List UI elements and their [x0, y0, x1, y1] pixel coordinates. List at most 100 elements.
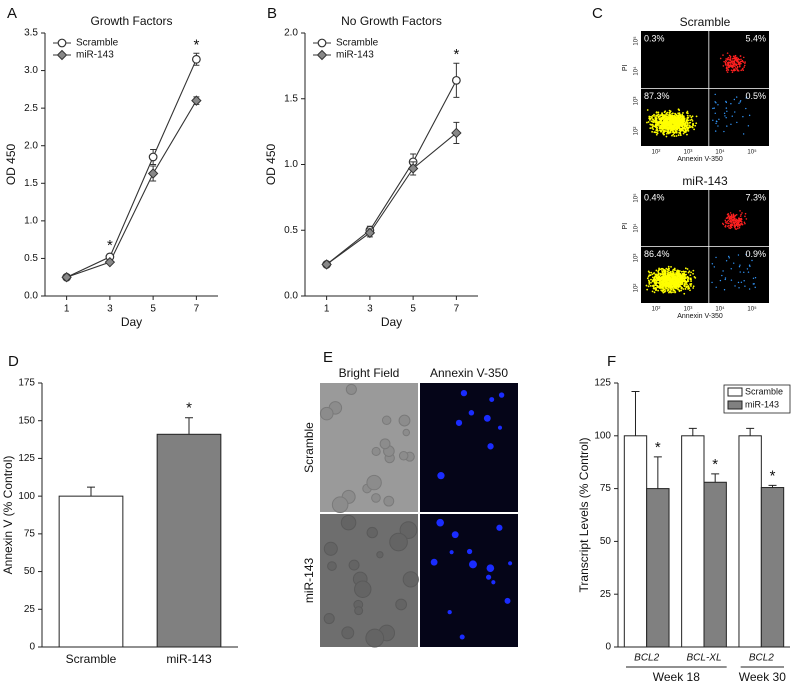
event: [679, 114, 682, 117]
chart-title: Growth Factors: [90, 14, 172, 28]
event: [678, 289, 681, 292]
y-tick-label: 0.0: [24, 291, 38, 302]
event: [724, 277, 727, 279]
event: [718, 118, 720, 121]
event: [742, 61, 745, 63]
y-tick-label: 10³: [634, 254, 640, 263]
marker: [321, 259, 332, 270]
event: [673, 287, 676, 289]
event: [729, 57, 731, 59]
group-label: Week 30: [739, 670, 786, 684]
marker: [147, 168, 159, 179]
event: [735, 64, 738, 67]
event: [688, 121, 691, 124]
cell: [430, 558, 438, 566]
event: [737, 222, 740, 224]
event: [647, 285, 650, 288]
event: [749, 265, 751, 268]
event: [652, 125, 655, 127]
cell: [366, 526, 378, 539]
y-tick-label: 150: [18, 415, 35, 426]
event: [676, 118, 679, 120]
event: [726, 66, 728, 68]
event: [681, 113, 684, 116]
event: [725, 260, 728, 262]
event: [746, 268, 749, 270]
event: [737, 227, 739, 230]
event: [646, 121, 648, 124]
event: [724, 219, 727, 222]
event: [728, 226, 730, 229]
event: [647, 121, 650, 123]
event: [670, 275, 673, 278]
event: [736, 66, 739, 69]
cell: [486, 564, 495, 572]
event: [668, 278, 671, 281]
event: [666, 113, 668, 116]
event: [734, 67, 737, 69]
event: [733, 224, 736, 227]
cell: [455, 419, 463, 426]
event: [657, 270, 660, 273]
event: [738, 58, 741, 61]
event: [669, 290, 672, 292]
event: [648, 274, 651, 277]
event: [650, 124, 653, 126]
event: [684, 281, 687, 283]
event: [655, 269, 658, 272]
event: [725, 107, 728, 109]
event: [685, 111, 688, 114]
event: [678, 270, 681, 272]
event: [687, 119, 690, 122]
event: [738, 287, 740, 289]
event: [729, 221, 732, 223]
event: [660, 119, 663, 122]
event: [719, 279, 722, 282]
event: [714, 101, 716, 103]
event: [671, 134, 673, 137]
x-tick-label: 10²: [652, 307, 661, 313]
event: [715, 120, 718, 122]
event: [743, 221, 746, 224]
cell: [402, 428, 411, 437]
event: [678, 117, 681, 120]
event: [662, 114, 665, 116]
event: [730, 61, 733, 63]
event: [668, 269, 670, 272]
event: [738, 225, 741, 227]
event: [731, 221, 733, 224]
cell: [340, 514, 357, 531]
event: [679, 134, 682, 137]
event: [660, 116, 663, 119]
event: [646, 288, 649, 291]
event: [673, 135, 676, 137]
event: [673, 290, 676, 292]
event: [654, 117, 657, 120]
event: [662, 284, 665, 287]
event: [655, 117, 658, 120]
event: [740, 58, 742, 61]
cell: [327, 561, 337, 571]
event: [740, 69, 742, 72]
cell: [341, 626, 355, 640]
event: [717, 104, 719, 106]
event: [662, 118, 665, 120]
event: [737, 254, 740, 256]
event: [654, 123, 657, 126]
event: [689, 114, 691, 117]
event: [681, 282, 684, 284]
event: [686, 124, 689, 127]
cell: [483, 414, 491, 422]
error-bar: [185, 417, 193, 435]
event: [730, 103, 732, 105]
event: [740, 62, 742, 65]
event: [653, 115, 655, 117]
event: [724, 221, 727, 223]
series-line: [66, 59, 197, 278]
event: [646, 277, 649, 280]
cell: [451, 531, 459, 539]
event: [727, 66, 730, 69]
event: [658, 117, 661, 120]
event: [660, 121, 663, 124]
event: [727, 68, 729, 70]
